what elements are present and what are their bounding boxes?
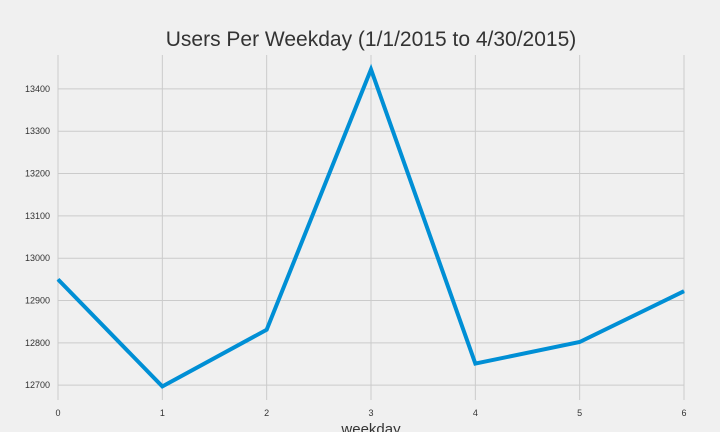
y-tick-label: 12900 xyxy=(25,296,50,306)
y-tick-label: 12800 xyxy=(25,338,50,348)
data-point xyxy=(57,278,59,280)
data-point xyxy=(579,341,581,343)
grid xyxy=(57,55,685,400)
x-tick-label: 0 xyxy=(55,408,60,418)
x-tick-label: 3 xyxy=(368,408,373,418)
x-tick-label: 1 xyxy=(160,408,165,418)
x-axis-label: weekday xyxy=(340,421,401,432)
data-point xyxy=(474,363,476,365)
x-tick-label: 4 xyxy=(473,408,478,418)
x-tick-label: 5 xyxy=(577,408,582,418)
chart-title: Users Per Weekday (1/1/2015 to 4/30/2015… xyxy=(166,28,577,51)
data-point xyxy=(266,329,268,331)
x-tick-label: 2 xyxy=(264,408,269,418)
y-tick-label: 13200 xyxy=(25,169,50,179)
x-axis-ticks: 0 1 2 3 4 5 6 xyxy=(55,408,686,418)
data-point xyxy=(370,68,372,70)
y-tick-label: 13000 xyxy=(25,253,50,263)
y-tick-label: 13100 xyxy=(25,211,50,221)
series-layer xyxy=(56,63,685,389)
y-tick-label: 13300 xyxy=(25,126,50,136)
x-tick-label: 6 xyxy=(681,408,686,418)
data-point xyxy=(683,290,685,292)
y-tick-label: 12700 xyxy=(25,380,50,390)
data-point xyxy=(161,385,163,387)
y-axis-ticks: 12700 12800 12900 13000 13100 13200 13300 13400 xyxy=(25,84,50,390)
y-tick-label: 13400 xyxy=(25,84,50,94)
